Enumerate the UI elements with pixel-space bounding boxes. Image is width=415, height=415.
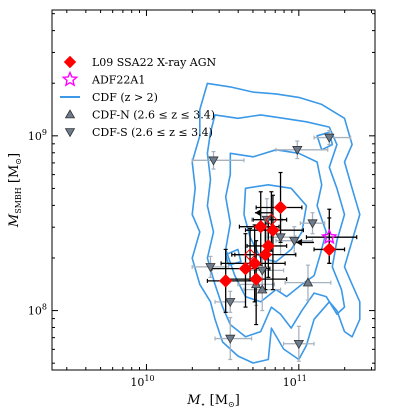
contour-1 xyxy=(206,114,346,338)
y-tick-label: 108 xyxy=(28,303,47,318)
cdfs-point xyxy=(225,298,236,308)
l09-point xyxy=(322,242,336,257)
legend-label: CDF-S (2.6 ≤ z ≤ 3.4) xyxy=(92,126,213,139)
adf22a1-star xyxy=(320,228,338,245)
legend-diamond-marker xyxy=(63,55,77,69)
cdfs-point xyxy=(289,236,300,246)
l09-point xyxy=(273,200,288,215)
contour-3 xyxy=(243,184,308,263)
cdfs-point xyxy=(324,133,335,143)
legend-entry: CDF-S (2.6 ≤ z ≤ 3.4) xyxy=(64,126,213,139)
legend: L09 SSA22 X-ray AGN ADF22A1 CDF (z > 2) CDF… xyxy=(60,55,217,139)
legend-entry: CDF (z > 2) xyxy=(60,91,158,104)
legend-label: CDF-N (2.6 ≤ z ≤ 3.4) xyxy=(92,109,215,122)
legend-triangle-up-marker xyxy=(64,109,76,119)
l09-point xyxy=(258,247,273,262)
l09-point xyxy=(218,274,233,288)
legend-entry: CDF-N (2.6 ≤ z ≤ 3.4) xyxy=(64,109,215,122)
cdfs-point xyxy=(257,266,268,276)
cdfs-point xyxy=(275,233,286,243)
cdfs-point xyxy=(307,219,318,229)
y-axis-label: MSMBH [M⊙] xyxy=(7,153,23,228)
l09-point xyxy=(247,256,262,271)
l09-open-point xyxy=(243,248,257,261)
cdfs-point xyxy=(205,263,216,273)
axis-ticks: 1010 1011 108 109 xyxy=(28,10,375,389)
legend-star-marker xyxy=(61,70,79,87)
cdfs-point xyxy=(208,156,219,166)
l09-point xyxy=(261,239,276,253)
x-axis-label: M⋆ [M⊙] xyxy=(186,393,240,409)
l09-limit-arrow xyxy=(296,238,303,246)
l09-open-point xyxy=(265,213,278,226)
cdfn-point xyxy=(257,284,268,294)
x-tick-label: 1011 xyxy=(283,374,307,389)
legend-triangle-down-marker xyxy=(64,128,76,138)
cdfs-point xyxy=(225,334,236,344)
l09-point xyxy=(266,223,280,237)
plot-frame xyxy=(51,9,376,371)
contour-0 xyxy=(191,82,361,364)
legend-label: L09 SSA22 X-ray AGN xyxy=(92,56,217,69)
data-markers xyxy=(205,133,338,350)
cdfn-point xyxy=(302,277,314,287)
x-tick-label: 1010 xyxy=(130,374,154,389)
cdf-contours xyxy=(191,82,361,364)
y-tick-label: 109 xyxy=(28,128,47,143)
l09-point xyxy=(254,219,268,234)
contour-5 xyxy=(224,248,242,266)
legend-label: CDF (z > 2) xyxy=(92,91,158,104)
legend-entry: L09 SSA22 X-ray AGN xyxy=(63,55,217,69)
l09-limit-arrow xyxy=(254,209,261,217)
cdfs-point xyxy=(292,146,303,156)
l09-point xyxy=(249,272,263,286)
legend-entry: ADF22A1 xyxy=(61,70,145,87)
cdfs-point xyxy=(293,340,305,350)
contour-2 xyxy=(224,149,327,303)
contour-4 xyxy=(316,131,334,151)
legend-label: ADF22A1 xyxy=(91,74,145,87)
l09-point xyxy=(238,261,253,276)
